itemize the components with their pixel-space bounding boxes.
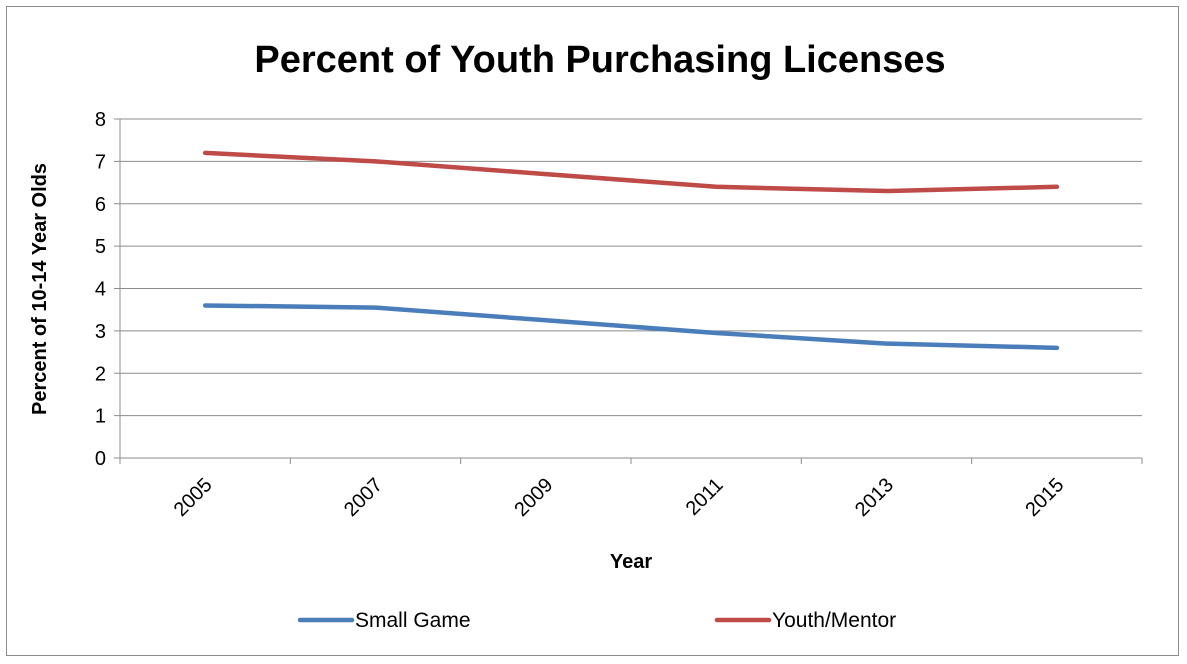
x-tick-label: 2011 bbox=[682, 474, 728, 520]
legend: Small Game Youth/Mentor bbox=[297, 609, 896, 632]
x-tick-label: 2007 bbox=[340, 474, 387, 521]
y-axis-title: Percent of 10-14 Year Olds bbox=[29, 163, 51, 415]
y-tick-label: 8 bbox=[95, 109, 106, 131]
series-line bbox=[202, 303, 1060, 351]
y-tick-label: 6 bbox=[95, 194, 106, 216]
y-tick-label: 7 bbox=[95, 151, 106, 173]
x-tick-label: 2005 bbox=[170, 474, 217, 521]
gridlines bbox=[120, 118, 1142, 417]
series-line bbox=[202, 150, 1060, 194]
y-tick-label: 0 bbox=[95, 448, 106, 470]
axes bbox=[114, 118, 1143, 464]
y-tick-label: 5 bbox=[95, 236, 106, 258]
x-tick-labels: 2005 2007 2009 2011 2013 2015 bbox=[170, 474, 1069, 521]
y-tick-label: 4 bbox=[95, 279, 106, 301]
y-tick-label: 2 bbox=[95, 363, 106, 385]
y-tick-label: 3 bbox=[95, 321, 106, 343]
x-tick-label: 2009 bbox=[510, 474, 557, 521]
x-tick-label: 2015 bbox=[1021, 474, 1068, 521]
legend-label: Small Game bbox=[355, 609, 471, 632]
legend-label: Youth/Mentor bbox=[772, 609, 896, 632]
x-axis-title: Year bbox=[610, 551, 652, 573]
chart-title: Percent of Youth Purchasing Licenses bbox=[254, 39, 945, 81]
x-tick-label: 2013 bbox=[851, 474, 898, 521]
y-tick-labels: 0 1 2 3 4 5 6 7 8 bbox=[95, 109, 106, 470]
series-lines bbox=[202, 150, 1060, 351]
y-tick-label: 1 bbox=[95, 406, 106, 428]
